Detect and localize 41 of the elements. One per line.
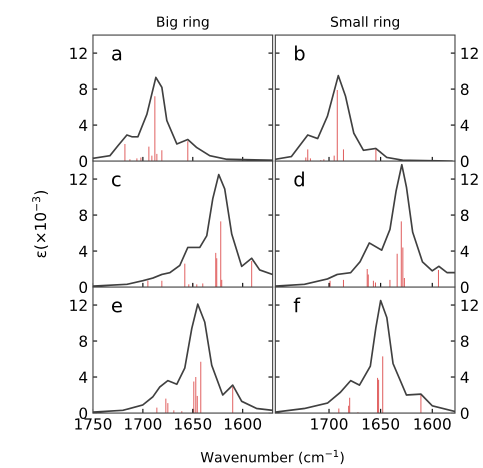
y-tick-label: 12 [462, 300, 478, 311]
x-tick-label: 1650 [362, 418, 400, 430]
y-tick-label: 8 [79, 210, 88, 222]
chart-title: Big ring [157, 16, 208, 30]
y-tick-label: 12 [462, 174, 478, 185]
y-tick-label: 8 [79, 84, 88, 96]
annotation: f [294, 297, 301, 312]
y-tick-label: 4 [460, 372, 469, 383]
y-tick-label: 4 [460, 120, 469, 131]
y-tick-label: 0 [460, 156, 469, 168]
x-tick-label: 1700 [311, 418, 348, 430]
x-axis-title: Wavenumber (cm$^{−1}$) [200, 450, 344, 464]
y-tick-label: 12 [70, 48, 87, 59]
x-tick-label: 1750 [75, 418, 112, 430]
y-tick-label: 4 [79, 120, 88, 131]
annotation: c [112, 175, 120, 187]
y-tick-label: 8 [79, 335, 88, 348]
y-axis-title: ε(×10$^{−3}$) [32, 190, 48, 258]
x-tick-label: 1600 [224, 418, 262, 430]
annotation: e [112, 301, 122, 313]
chart-title: Small ring [330, 16, 399, 30]
x-tick-label: 1700 [125, 418, 162, 430]
y-tick-label: 0 [460, 282, 469, 294]
y-tick-label: 8 [460, 335, 469, 348]
y-tick-label: 12 [70, 174, 87, 185]
y-tick-label: 12 [462, 48, 478, 59]
y-tick-label: 0 [460, 407, 469, 420]
x-tick-label: 1600 [414, 418, 451, 430]
y-tick-label: 8 [460, 84, 469, 96]
x-tick-label: 1650 [175, 418, 212, 430]
annotation: b [295, 46, 305, 61]
y-tick-label: 0 [79, 156, 88, 168]
y-tick-label: 4 [79, 246, 88, 257]
y-tick-label: 0 [79, 282, 88, 294]
annotation: d [294, 171, 304, 187]
y-tick-label: 4 [79, 372, 88, 383]
y-tick-label: 8 [460, 210, 469, 222]
y-tick-label: 12 [70, 300, 87, 311]
y-tick-label: 4 [460, 246, 469, 257]
y-tick-label: 0 [79, 407, 88, 420]
annotation: a [112, 49, 122, 61]
